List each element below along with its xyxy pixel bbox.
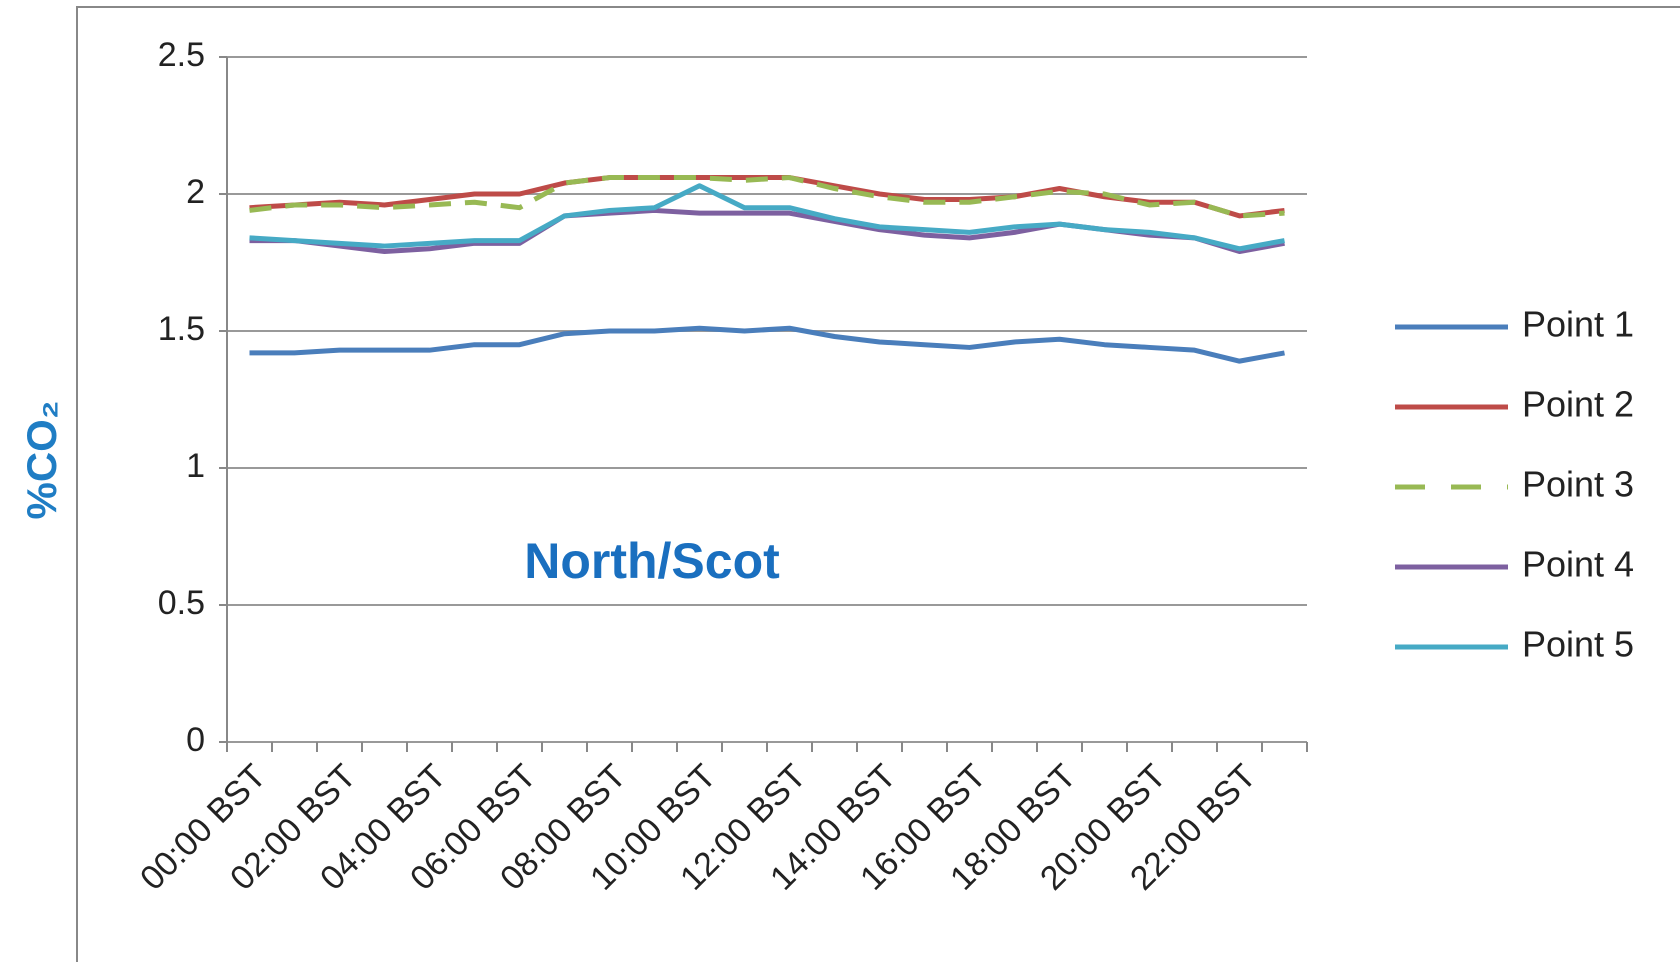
legend-label: Point 1 [1522,304,1634,345]
y-tick-label: 0 [186,721,205,759]
y-tick-label: 2 [186,173,205,211]
y-axis-label: %CO₂ [18,400,65,519]
legend-label: Point 3 [1522,464,1634,505]
legend-label: Point 4 [1522,544,1634,585]
series-line [249,183,1285,252]
y-tick-label: 1 [186,447,205,485]
chart-frame [76,6,1680,962]
y-tick-label: 2.5 [158,36,205,74]
legend-label: Point 2 [1522,384,1634,425]
series-line [249,175,1285,219]
legend-label: Point 5 [1522,624,1634,665]
y-tick-label: 1.5 [158,310,205,348]
annotation: North/Scot [524,533,780,589]
y-tick-label: 0.5 [158,584,205,622]
series-line [249,325,1285,364]
